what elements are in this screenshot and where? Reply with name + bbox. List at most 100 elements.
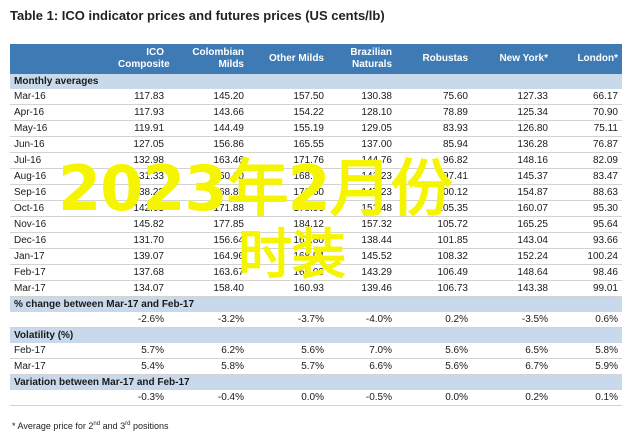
value-cell: 171.76: [248, 152, 328, 169]
value-cell: 119.91: [114, 120, 168, 137]
value-cell: 6.6%: [328, 358, 396, 375]
value-cell: 108.32: [396, 248, 472, 265]
value-cell: 85.94: [396, 136, 472, 153]
value-cell: 160.60: [168, 168, 248, 185]
value-cell: 117.93: [114, 104, 168, 121]
value-cell: 145.37: [472, 168, 552, 185]
table-row: Mar-17 134.07 158.40 160.93 139.46 106.73 143.…: [10, 280, 622, 297]
value-cell: 154.22: [248, 104, 328, 121]
table-body: Monthly averages Mar-16 117.83 145.20 157.50…: [10, 74, 622, 406]
row-label-cell: [10, 390, 114, 406]
value-cell: 156.64: [168, 232, 248, 249]
header-row: ICO Composite Colombian Milds Other Mild…: [10, 44, 622, 74]
value-cell: 82.09: [552, 152, 622, 169]
value-cell: -0.4%: [168, 390, 248, 406]
value-cell: 141.23: [328, 168, 396, 185]
value-cell: 144.76: [328, 152, 396, 169]
value-cell: 164.96: [168, 248, 248, 265]
table-row: -2.6% -3.2% -3.7% -4.0% 0.2% -3.5% 0.6%: [10, 312, 622, 328]
price-table: ICO Composite Colombian Milds Other Mild…: [10, 44, 622, 406]
header-cell: New York*: [472, 44, 552, 74]
value-cell: 105.35: [396, 200, 472, 217]
header-cell: London*: [552, 44, 622, 74]
value-cell: 168.94: [248, 248, 328, 265]
value-cell: 83.93: [396, 120, 472, 137]
row-label-cell: Oct-16: [10, 200, 114, 217]
row-label-cell: Aug-16: [10, 168, 114, 185]
value-cell: 97.41: [396, 168, 472, 185]
value-cell: 130.38: [328, 89, 396, 105]
value-cell: 137.00: [328, 136, 396, 153]
value-cell: 6.2%: [168, 343, 248, 359]
value-cell: 143.38: [472, 280, 552, 297]
value-cell: 93.66: [552, 232, 622, 249]
value-cell: 75.11: [552, 120, 622, 137]
value-cell: 145.82: [114, 216, 168, 233]
value-cell: 157.32: [328, 216, 396, 233]
value-cell: 148.64: [472, 264, 552, 281]
value-cell: 151.48: [328, 200, 396, 217]
header-cell: Colombian Milds: [168, 44, 248, 74]
value-cell: 5.6%: [396, 358, 472, 375]
footnote: * Average price for 2nd and 3rd position…: [12, 421, 169, 431]
value-cell: 83.47: [552, 168, 622, 185]
table-title: Table 1: ICO indicator prices and future…: [10, 8, 385, 23]
value-cell: 158.40: [168, 280, 248, 297]
value-cell: -0.5%: [328, 390, 396, 406]
value-cell: 138.22: [114, 184, 168, 201]
row-label-cell: Dec-16: [10, 232, 114, 249]
value-cell: 165.55: [248, 136, 328, 153]
value-cell: 0.6%: [552, 312, 622, 328]
value-cell: 5.6%: [396, 343, 472, 359]
value-cell: 129.05: [328, 120, 396, 137]
value-cell: 101.85: [396, 232, 472, 249]
value-cell: -2.6%: [114, 312, 168, 328]
table-row: Mar-17 5.4% 5.8% 5.7% 6.6% 5.6% 6.7% 5.9%: [10, 358, 622, 375]
table-row: Feb-17 5.7% 6.2% 5.6% 7.0% 5.6% 6.5% 5.8%: [10, 343, 622, 359]
value-cell: 5.7%: [114, 343, 168, 359]
value-cell: 70.90: [552, 104, 622, 121]
table-row: Nov-16 145.82 177.85 184.12 157.32 105.72 165.…: [10, 216, 622, 233]
section-header-row: % change between Mar-17 and Feb-17: [10, 296, 622, 312]
header-cell: [10, 44, 114, 74]
value-cell: 95.64: [552, 216, 622, 233]
value-cell: 136.28: [472, 136, 552, 153]
value-cell: 0.1%: [552, 390, 622, 406]
section-header-row: Volatility (%): [10, 327, 622, 343]
row-label-cell: Nov-16: [10, 216, 114, 233]
value-cell: 147.23: [328, 184, 396, 201]
row-label-cell: Mar-17: [10, 280, 114, 297]
table-row: Mar-16 117.83 145.20 157.50 130.38 75.60 127.3…: [10, 89, 622, 105]
value-cell: 99.01: [552, 280, 622, 297]
table-row: Feb-17 137.68 163.67 166.03 143.29 106.49 148.…: [10, 264, 622, 281]
value-cell: 139.46: [328, 280, 396, 297]
value-cell: 163.46: [168, 152, 248, 169]
value-cell: 142.63: [114, 200, 168, 217]
row-label-cell: [10, 312, 114, 328]
value-cell: 66.17: [552, 89, 622, 105]
value-cell: 0.2%: [396, 312, 472, 328]
value-cell: 0.0%: [396, 390, 472, 406]
value-cell: 171.88: [168, 200, 248, 217]
value-cell: 148.16: [472, 152, 552, 169]
section-header-row: Monthly averages: [10, 74, 622, 89]
value-cell: 105.72: [396, 216, 472, 233]
value-cell: 95.30: [552, 200, 622, 217]
value-cell: 160.07: [472, 200, 552, 217]
value-cell: 163.67: [168, 264, 248, 281]
row-label-cell: Sep-16: [10, 184, 114, 201]
row-label-cell: May-16: [10, 120, 114, 137]
section-header-row: Variation between Mar-17 and Feb-17: [10, 374, 622, 390]
value-cell: -3.7%: [248, 312, 328, 328]
value-cell: 125.34: [472, 104, 552, 121]
value-cell: 100.12: [396, 184, 472, 201]
value-cell: 177.85: [168, 216, 248, 233]
row-label-cell: Mar-17: [10, 358, 114, 375]
value-cell: 128.10: [328, 104, 396, 121]
value-cell: 0.0%: [248, 390, 328, 406]
value-cell: 126.80: [472, 120, 552, 137]
row-label-cell: Jan-17: [10, 248, 114, 265]
row-label-cell: Feb-17: [10, 264, 114, 281]
section-label: Variation between Mar-17 and Feb-17: [10, 374, 622, 390]
value-cell: 5.6%: [248, 343, 328, 359]
